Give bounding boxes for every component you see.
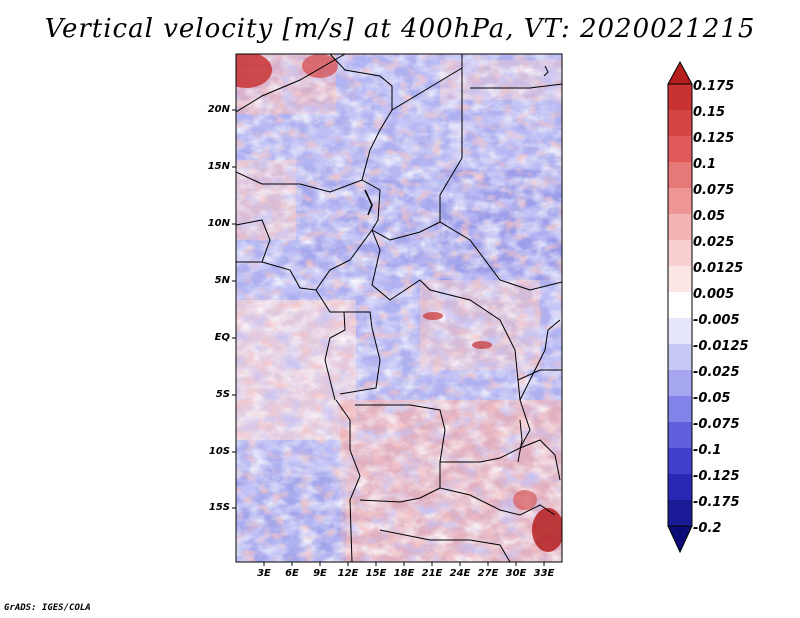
colorbar-swatch — [668, 162, 692, 188]
colorbar-label: -0.075 — [693, 417, 740, 432]
colorbar-label: 0.075 — [693, 183, 735, 198]
lat-tick-label: 10S — [208, 446, 230, 457]
colorbar-label: 0.025 — [693, 235, 735, 250]
lon-tick-label: 24E — [449, 568, 471, 579]
colorbar-label: 0.1 — [693, 157, 717, 172]
lon-tick-label: 15E — [365, 568, 387, 579]
colorbar-label: -0.125 — [693, 469, 740, 484]
colorbar-swatch — [668, 214, 692, 240]
lat-tick-label: 5N — [214, 275, 230, 286]
footer-credit: GrADS: IGES/COLA — [4, 603, 91, 613]
lon-tick-label: 6E — [285, 568, 299, 579]
country-borders — [236, 54, 562, 562]
colorbar-label: 0.0125 — [693, 261, 744, 276]
lon-tick-label: 27E — [477, 568, 499, 579]
chart-title: Vertical velocity [m/s] at 400hPa, VT: 2… — [44, 14, 756, 44]
colorbar-swatch — [668, 292, 692, 318]
lon-tick-label: 33E — [533, 568, 555, 579]
colorbar-swatch — [668, 266, 692, 292]
lon-tick-label: 12E — [337, 568, 359, 579]
colorbar-swatch — [668, 318, 692, 344]
colorbar-swatch — [668, 110, 692, 136]
colorbar-swatch — [668, 344, 692, 370]
colorbar-label: -0.005 — [693, 313, 740, 328]
colorbar-swatch — [668, 84, 692, 110]
colorbar-label: 0.005 — [693, 287, 735, 302]
colorbar-label: -0.175 — [693, 495, 740, 510]
colorbar-top-arrow — [668, 62, 692, 84]
lon-tick-label: 9E — [313, 568, 327, 579]
colorbar-swatch — [668, 422, 692, 448]
colorbar-label: 0.05 — [693, 209, 726, 224]
colorbar-swatch — [668, 188, 692, 214]
velocity-field — [236, 54, 562, 562]
lon-tick-label: 18E — [393, 568, 415, 579]
colorbar-swatch — [668, 136, 692, 162]
colorbar-swatch — [668, 474, 692, 500]
colorbar-label: 0.125 — [693, 131, 735, 146]
colorbar-label: -0.05 — [693, 391, 731, 406]
lat-tick-label: 5S — [215, 389, 230, 400]
colorbar-label: -0.025 — [693, 365, 740, 380]
colorbar-label: 0.15 — [693, 105, 726, 120]
colorbar-label: -0.1 — [693, 443, 722, 458]
lon-tick-label: 30E — [505, 568, 527, 579]
axis-ticks — [232, 109, 545, 566]
colorbar-label: -0.0125 — [693, 339, 749, 354]
lat-tick-label: 15N — [207, 161, 230, 172]
lon-tick-label: 21E — [421, 568, 443, 579]
colorbar-label: 0.175 — [693, 79, 735, 94]
colorbar-bottom-arrow — [668, 526, 692, 552]
lon-tick-label: 3E — [257, 568, 271, 579]
colorbar-swatch — [668, 500, 692, 526]
colorbar — [667, 60, 693, 554]
colorbar-swatch — [668, 240, 692, 266]
lat-tick-label: EQ — [214, 332, 230, 343]
lat-tick-label: 20N — [207, 104, 230, 115]
colorbar-swatch — [668, 448, 692, 474]
colorbar-swatch — [668, 396, 692, 422]
lat-tick-label: 10N — [207, 218, 230, 229]
colorbar-swatch — [668, 370, 692, 396]
lat-tick-label: 15S — [208, 502, 230, 513]
map-frame — [235, 53, 563, 563]
colorbar-label: -0.2 — [693, 521, 722, 536]
